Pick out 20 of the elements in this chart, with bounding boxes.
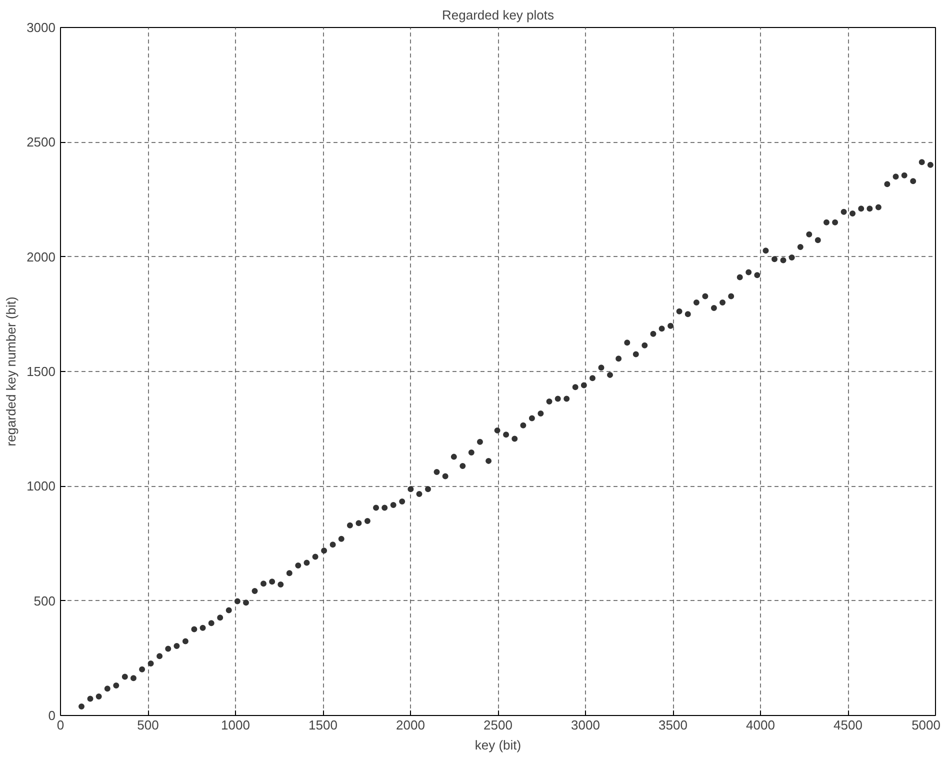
y-axis-title: regarded key number (bit) xyxy=(4,296,19,446)
x-tick-label: 3000 xyxy=(571,718,600,732)
x-tick-label: 5000 xyxy=(912,718,940,732)
y-tick-label: 1000 xyxy=(26,478,56,494)
x-tick-label: 3500 xyxy=(658,718,688,732)
x-tick-label: 2000 xyxy=(396,718,425,732)
chart-title: Regarded key plots xyxy=(442,8,555,22)
y-tick-label: 3000 xyxy=(26,20,56,35)
x-tick-label: 500 xyxy=(137,718,159,732)
y-tick-label: 1500 xyxy=(26,364,56,379)
y-tick-label: 0 xyxy=(48,708,56,723)
y-tick-label: 500 xyxy=(34,593,56,608)
y-tick-label: 2500 xyxy=(26,134,56,150)
x-tick-label: 1000 xyxy=(221,718,250,732)
x-tick-label: 4500 xyxy=(834,718,862,732)
x-tick-label: 2500 xyxy=(484,718,512,732)
x-axis-title: key (bit) xyxy=(474,738,522,752)
y-tick-label: 2000 xyxy=(26,249,56,264)
x-tick-label: 4000 xyxy=(746,718,775,732)
x-tick-label: 1500 xyxy=(308,718,338,732)
